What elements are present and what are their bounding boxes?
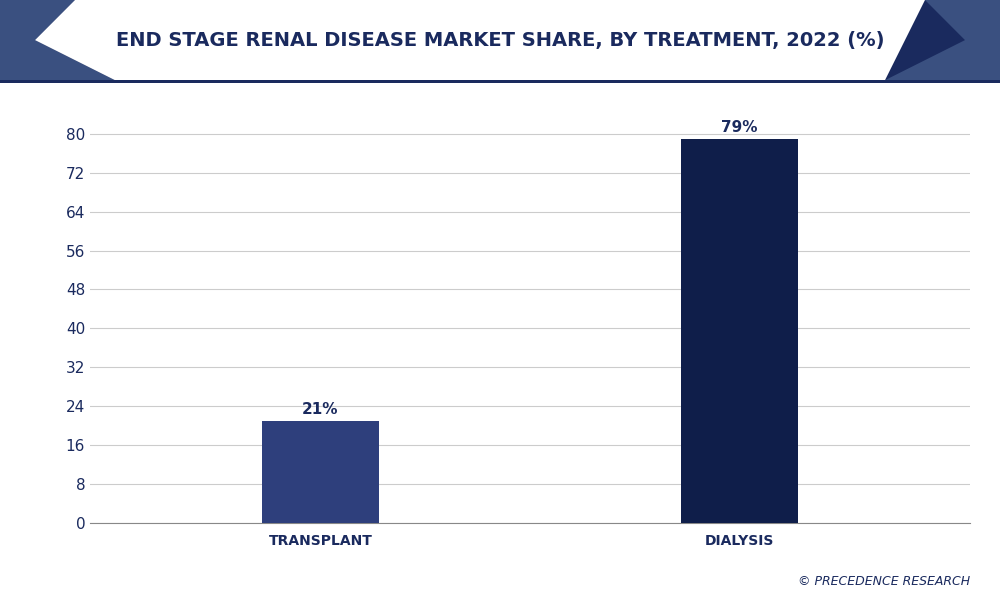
Text: END STAGE RENAL DISEASE MARKET SHARE, BY TREATMENT, 2022 (%): END STAGE RENAL DISEASE MARKET SHARE, BY…	[116, 31, 884, 49]
Text: © PRECEDENCE RESEARCH: © PRECEDENCE RESEARCH	[798, 575, 970, 588]
Bar	[262, 421, 379, 523]
Text: 21%: 21%	[302, 402, 339, 417]
Text: 79%: 79%	[721, 120, 758, 135]
Bar	[681, 139, 798, 523]
